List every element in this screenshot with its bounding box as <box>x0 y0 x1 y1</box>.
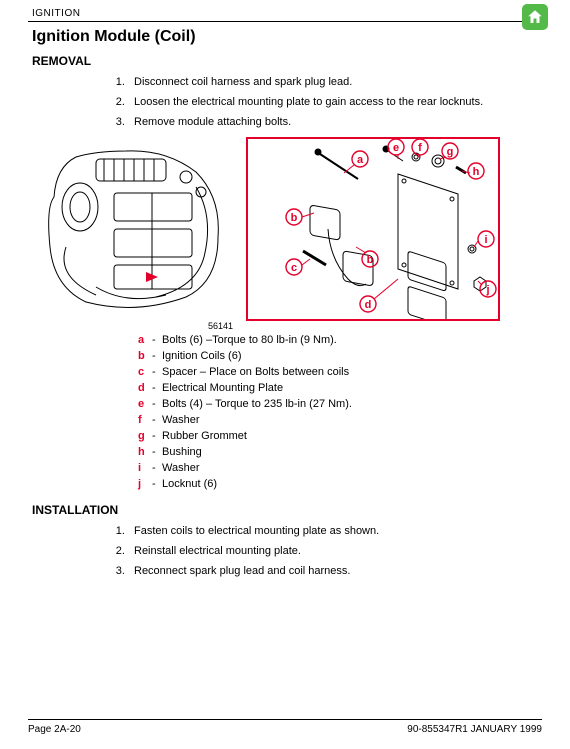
callout-d: d <box>365 299 372 311</box>
list-item: Remove module attaching bolts. <box>128 114 542 131</box>
legend-row: c-Spacer – Place on Bolts between coils <box>138 365 542 381</box>
legend-row: e-Bolts (4) – Torque to 235 lb-in (27 Nm… <box>138 397 542 413</box>
legend-row: h-Bushing <box>138 445 542 461</box>
installation-steps: Fasten coils to electrical mounting plat… <box>128 523 542 580</box>
callout-c: c <box>291 262 297 274</box>
callout-f: f <box>418 142 422 154</box>
header-rule <box>28 21 542 22</box>
legend-row: i-Washer <box>138 461 542 477</box>
legend-row: f-Washer <box>138 413 542 429</box>
footer-left: Page 2A-20 <box>28 724 81 735</box>
engine-illustration <box>36 137 236 317</box>
callout-h: h <box>473 166 480 178</box>
legend-row: g-Rubber Grommet <box>138 429 542 445</box>
legend-row: j-Locknut (6) <box>138 477 542 493</box>
callout-j: j <box>485 284 489 296</box>
removal-steps: Disconnect coil harness and spark plug l… <box>128 74 542 131</box>
list-item: Fasten coils to electrical mounting plat… <box>128 523 542 540</box>
callout-b: b <box>291 212 298 224</box>
list-item: Loosen the electrical mounting plate to … <box>128 94 542 111</box>
svg-text:b: b <box>367 254 374 266</box>
legend-row: d-Electrical Mounting Plate <box>138 381 542 397</box>
legend-row: a-Bolts (6) –Torque to 80 lb-in (9 Nm). <box>138 333 542 349</box>
footer-right: 90-855347R1 JANUARY 1999 <box>407 724 542 735</box>
legend-row: b-Ignition Coils (6) <box>138 349 542 365</box>
list-item: Disconnect coil harness and spark plug l… <box>128 74 542 91</box>
home-button[interactable] <box>522 4 548 30</box>
installation-heading: INSTALLATION <box>32 503 542 517</box>
page: IGNITION Ignition Module (Coil) REMOVAL … <box>0 0 570 749</box>
section-label: IGNITION <box>32 8 542 19</box>
callout-g: g <box>447 146 454 158</box>
figure-row: a b c d e f g h i j b <box>36 137 542 321</box>
list-item: Reinstall electrical mounting plate. <box>128 543 542 560</box>
removal-heading: REMOVAL <box>32 54 542 68</box>
callout-a: a <box>357 154 364 166</box>
list-item: Reconnect spark plug lead and coil harne… <box>128 563 542 580</box>
home-icon <box>526 8 544 26</box>
exploded-view-panel: a b c d e f g h i j b <box>246 137 500 321</box>
callout-e: e <box>393 142 399 154</box>
page-footer: Page 2A-20 90-855347R1 JANUARY 1999 <box>28 719 542 735</box>
callout-i: i <box>484 234 487 246</box>
page-title: Ignition Module (Coil) <box>32 28 542 46</box>
parts-legend: a-Bolts (6) –Torque to 80 lb-in (9 Nm). … <box>138 333 542 492</box>
